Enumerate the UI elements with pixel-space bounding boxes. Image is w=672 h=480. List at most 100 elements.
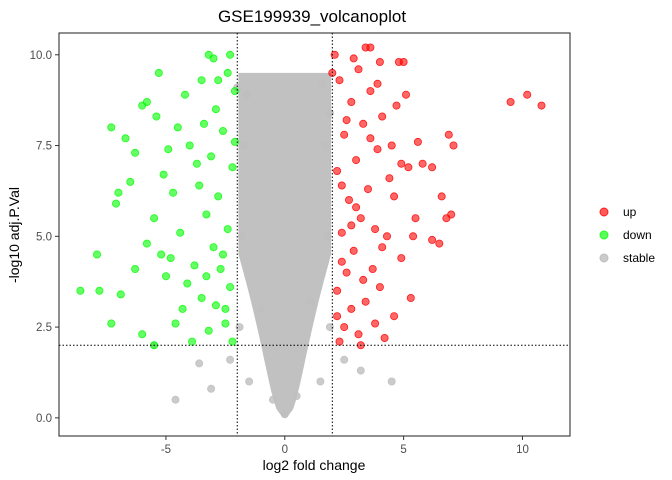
point-up bbox=[366, 87, 375, 96]
point-up bbox=[335, 337, 344, 346]
point-down bbox=[223, 68, 232, 77]
legend-key-down bbox=[599, 230, 609, 240]
point-up bbox=[390, 312, 399, 321]
series-up bbox=[328, 43, 546, 350]
point-up bbox=[413, 137, 422, 146]
point-down bbox=[197, 76, 206, 85]
point-up bbox=[340, 323, 349, 332]
point-stable bbox=[195, 359, 204, 368]
point-stable bbox=[268, 395, 277, 404]
point-down bbox=[188, 337, 197, 346]
point-up bbox=[428, 163, 437, 172]
legend-item-up: up bbox=[599, 205, 637, 219]
point-down bbox=[114, 188, 123, 197]
point-down bbox=[142, 98, 151, 107]
x-tick-label: 5 bbox=[400, 444, 406, 456]
legend-item-down: down bbox=[599, 228, 652, 242]
point-down bbox=[142, 239, 151, 248]
point-up bbox=[437, 192, 446, 201]
point-down bbox=[192, 159, 201, 168]
legend: up down stable bbox=[599, 205, 655, 265]
y-tick-label: 10.0 bbox=[30, 50, 52, 62]
point-down bbox=[180, 90, 189, 99]
point-up bbox=[342, 268, 351, 277]
point-up bbox=[378, 243, 387, 252]
point-down bbox=[95, 286, 104, 295]
stable-density bbox=[238, 72, 332, 418]
point-up bbox=[537, 101, 546, 110]
point-up bbox=[349, 54, 358, 63]
series-layer bbox=[76, 43, 546, 419]
point-down bbox=[202, 272, 211, 281]
x-axis-title: log2 fold change bbox=[263, 457, 366, 473]
point-down bbox=[166, 254, 175, 263]
point-stable bbox=[323, 232, 332, 241]
point-up bbox=[337, 181, 346, 190]
point-stable bbox=[316, 377, 325, 386]
point-up bbox=[523, 90, 532, 99]
point-down bbox=[126, 177, 135, 186]
point-up bbox=[449, 141, 458, 150]
point-up bbox=[373, 79, 382, 88]
legend-label-down: down bbox=[623, 228, 652, 242]
chart-title: GSE199939_volcanoplot bbox=[218, 7, 406, 26]
point-down bbox=[159, 170, 168, 179]
legend-label-up: up bbox=[623, 205, 637, 219]
point-down bbox=[218, 127, 227, 136]
point-down bbox=[214, 76, 223, 85]
y-tick-label: 2.5 bbox=[36, 322, 52, 334]
point-up bbox=[347, 221, 356, 230]
x-tick-label: 0 bbox=[282, 444, 288, 456]
point-down bbox=[207, 152, 216, 161]
point-stable bbox=[356, 366, 365, 375]
point-down bbox=[169, 188, 178, 197]
stable-density-band bbox=[238, 72, 332, 418]
point-up bbox=[359, 275, 368, 284]
point-down bbox=[202, 210, 211, 219]
point-stable bbox=[321, 141, 330, 150]
point-up bbox=[392, 101, 401, 110]
legend-label-stable: stable bbox=[623, 251, 655, 265]
point-down bbox=[157, 250, 166, 259]
point-down bbox=[183, 279, 192, 288]
threshold-lines bbox=[59, 33, 570, 436]
point-down bbox=[228, 163, 237, 172]
legend-item-stable: stable bbox=[599, 251, 655, 265]
point-stable bbox=[387, 377, 396, 386]
point-down bbox=[185, 141, 194, 150]
y-tick-label: 0.0 bbox=[36, 413, 52, 425]
point-down bbox=[230, 137, 239, 146]
point-down bbox=[199, 119, 208, 128]
point-up bbox=[444, 130, 453, 139]
point-up bbox=[368, 264, 377, 273]
point-up bbox=[387, 141, 396, 150]
legend-key-up bbox=[599, 207, 609, 217]
point-up bbox=[397, 159, 406, 168]
point-down bbox=[195, 181, 204, 190]
point-up bbox=[366, 134, 375, 143]
point-up bbox=[385, 174, 394, 183]
point-stable bbox=[226, 355, 235, 364]
point-up bbox=[373, 145, 382, 154]
point-up bbox=[409, 232, 418, 241]
point-down bbox=[190, 261, 199, 270]
point-stable bbox=[292, 392, 301, 401]
point-down bbox=[131, 148, 140, 157]
point-up bbox=[375, 283, 384, 292]
point-up bbox=[354, 330, 363, 339]
point-up bbox=[371, 225, 380, 234]
point-stable bbox=[245, 377, 254, 386]
point-up bbox=[333, 312, 342, 321]
point-down bbox=[176, 228, 185, 237]
point-up bbox=[344, 195, 353, 204]
point-down bbox=[211, 105, 220, 114]
point-down bbox=[112, 199, 121, 208]
point-stable bbox=[171, 395, 180, 404]
point-down bbox=[204, 326, 213, 335]
point-down bbox=[197, 293, 206, 302]
point-down bbox=[138, 330, 147, 339]
point-down bbox=[226, 50, 235, 59]
point-down bbox=[228, 337, 237, 346]
point-up bbox=[435, 239, 444, 248]
